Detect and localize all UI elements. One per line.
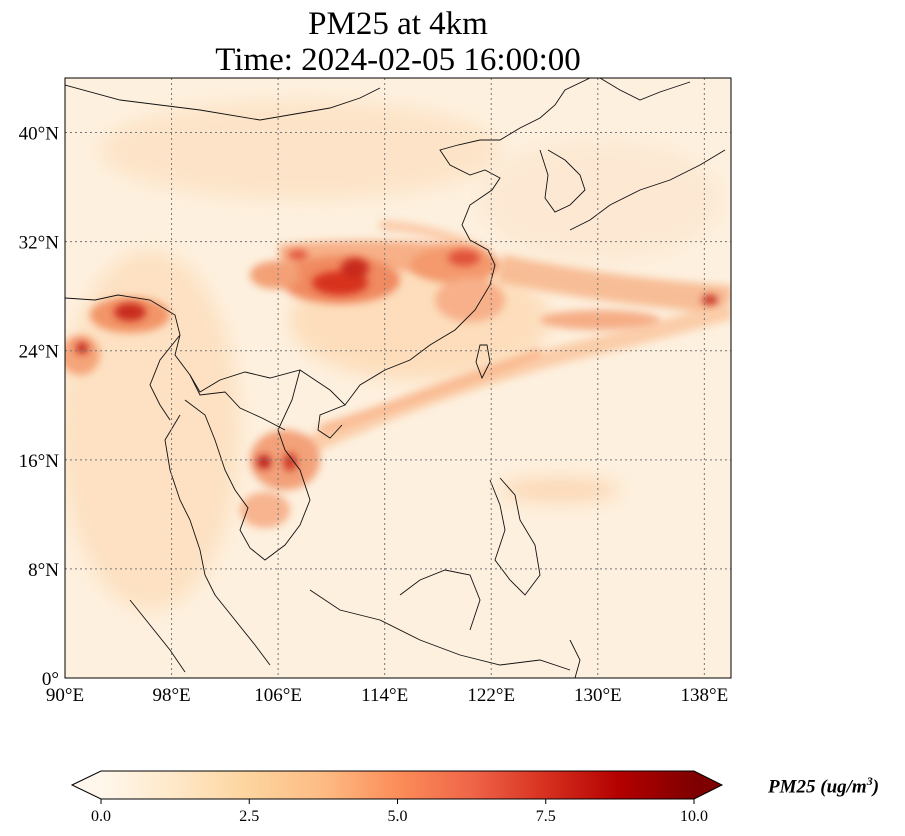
longitude-tick-label: 98°E (152, 685, 190, 706)
colorbar-tick-label: 5.0 (388, 808, 408, 825)
latitude-tick-label: 40°N (19, 124, 60, 145)
colorbar-label: PM25 (ug/m3) (768, 774, 880, 798)
longitude-tick-label: 130°E (574, 685, 622, 706)
latitude-tick-label: 0° (42, 669, 59, 690)
longitude-axis: 90°E 98°E 106°E 114°E 122°E 130°E 138°E (46, 685, 728, 706)
longitude-tick-label: 138°E (681, 685, 729, 706)
latitude-tick-label: 8°N (28, 560, 59, 581)
colorbar-over-arrow (694, 771, 722, 799)
colorbar-gradient (101, 771, 694, 799)
colorbar-tick-label: 2.5 (239, 808, 259, 825)
latitude-axis: 0° 8°N 16°N 24°N 32°N 40°N (19, 124, 60, 690)
latitude-tick-label: 32°N (19, 233, 60, 254)
colorbar: 0.0 2.5 5.0 7.5 10.0 (70, 770, 724, 825)
colorbar-under-arrow (72, 771, 101, 799)
map-gridlines (65, 78, 731, 678)
latitude-tick-label: 16°N (19, 451, 60, 472)
latitude-tick-label: 24°N (19, 342, 60, 363)
map-time-subtitle: Time: 2024-02-05 16:00:00 (215, 42, 581, 78)
coastline-lines (65, 78, 726, 678)
map-frame (64, 77, 732, 679)
colorbar-tick-label: 0.0 (91, 808, 111, 825)
colorbar-tick-label: 7.5 (536, 808, 556, 825)
longitude-tick-label: 90°E (46, 685, 84, 706)
colorbar-tick-label: 10.0 (680, 808, 708, 825)
longitude-tick-label: 122°E (467, 685, 515, 706)
map-title: PM25 at 4km (308, 6, 488, 42)
longitude-tick-label: 106°E (254, 685, 302, 706)
longitude-tick-label: 114°E (361, 685, 408, 706)
pm25-concentration-field (65, 78, 731, 678)
